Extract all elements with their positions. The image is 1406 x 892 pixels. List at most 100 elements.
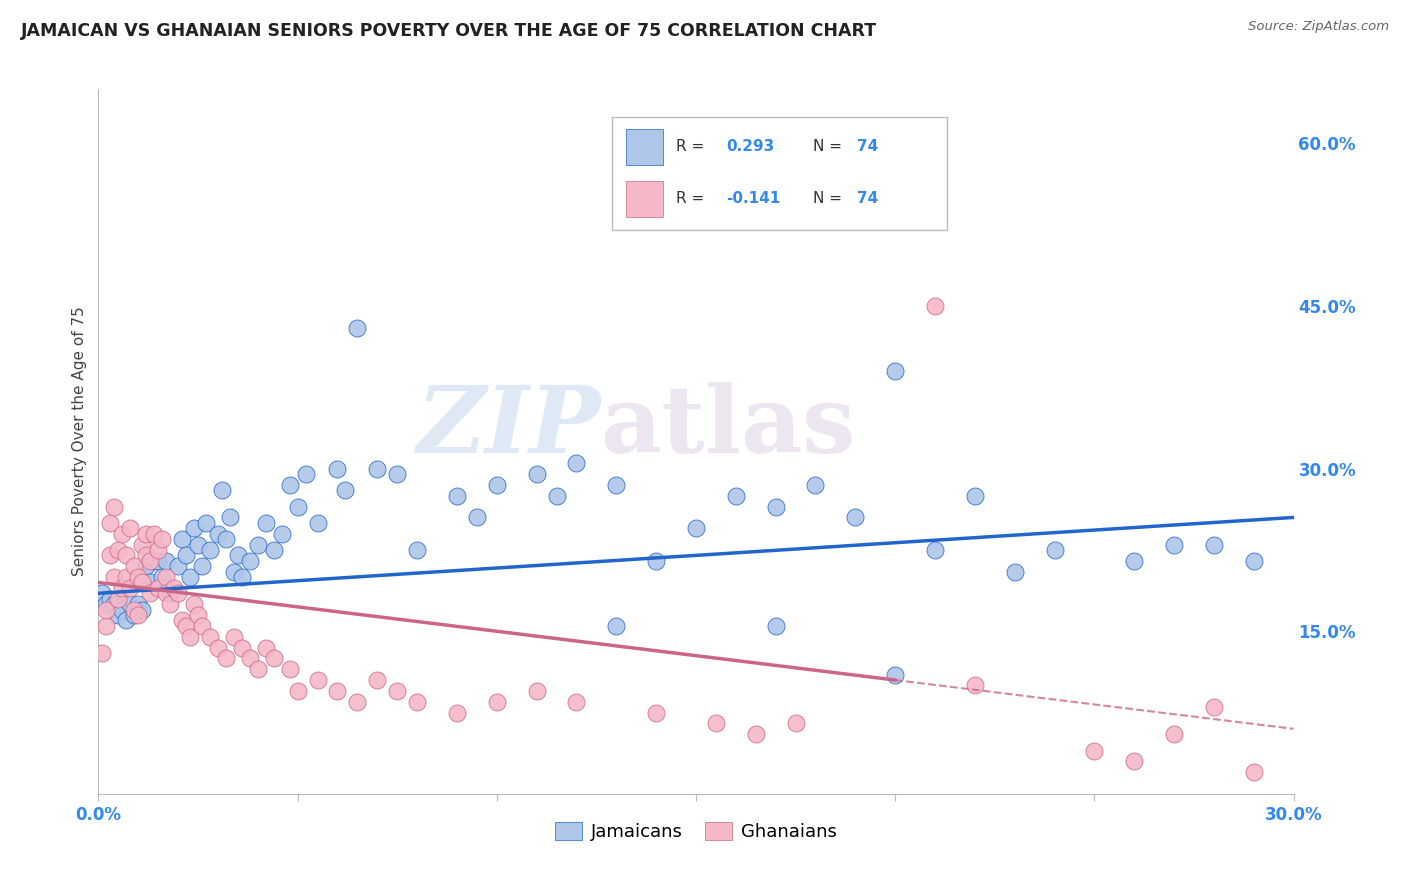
Point [546, 489, 568, 503]
Point [605, 619, 627, 633]
Point [172, 532, 194, 546]
Point [326, 461, 349, 475]
Point [287, 684, 309, 698]
Point [150, 570, 173, 584]
Point [143, 526, 166, 541]
Point [1083, 743, 1105, 757]
Legend: Jamaicans, Ghanaians: Jamaicans, Ghanaians [548, 814, 844, 848]
Point [207, 640, 229, 655]
Point [167, 559, 190, 574]
Point [765, 619, 787, 633]
Point [963, 489, 986, 503]
Point [254, 640, 277, 655]
Point [139, 575, 162, 590]
Point [884, 667, 907, 681]
Point [148, 581, 170, 595]
Point [155, 570, 177, 584]
Point [1243, 765, 1265, 780]
Point [131, 537, 153, 551]
Point [406, 543, 429, 558]
Point [159, 597, 181, 611]
Point [724, 489, 747, 503]
Point [924, 299, 946, 313]
Point [239, 554, 262, 568]
Point [179, 630, 201, 644]
Point [844, 510, 866, 524]
Point [804, 478, 827, 492]
Point [120, 581, 142, 595]
Point [115, 570, 138, 584]
Point [172, 614, 194, 628]
Point [107, 607, 129, 622]
Point [844, 185, 866, 199]
Point [326, 684, 349, 698]
Point [163, 581, 186, 595]
Point [278, 662, 301, 676]
Point [1202, 537, 1225, 551]
Point [270, 526, 292, 541]
Point [174, 619, 197, 633]
Point [465, 510, 488, 524]
Point [346, 320, 368, 334]
Point [884, 364, 907, 378]
Point [211, 483, 233, 498]
Point [287, 500, 309, 514]
Point [215, 651, 238, 665]
Point [124, 602, 146, 616]
Point [485, 695, 508, 709]
Point [135, 559, 157, 574]
Point [924, 543, 946, 558]
Point [148, 543, 170, 558]
Point [91, 646, 114, 660]
Point [1163, 727, 1185, 741]
Point [195, 516, 218, 530]
Point [294, 467, 316, 481]
Point [565, 695, 588, 709]
Point [215, 532, 238, 546]
Point [307, 673, 329, 687]
Point [98, 516, 122, 530]
Point [111, 526, 134, 541]
Point [366, 461, 388, 475]
Point [183, 521, 205, 535]
Point [187, 537, 209, 551]
Point [127, 597, 149, 611]
Point [115, 614, 138, 628]
Point [1123, 755, 1146, 769]
Point [103, 597, 125, 611]
Text: Source: ZipAtlas.com: Source: ZipAtlas.com [1249, 20, 1389, 33]
Point [231, 640, 253, 655]
Point [135, 526, 157, 541]
Point [148, 554, 170, 568]
Point [239, 651, 262, 665]
Point [198, 543, 221, 558]
Point [96, 597, 118, 611]
Point [143, 554, 166, 568]
Point [139, 586, 162, 600]
Point [263, 543, 285, 558]
Point [179, 570, 201, 584]
Point [174, 549, 197, 563]
Point [685, 521, 707, 535]
Point [1202, 700, 1225, 714]
Point [222, 630, 245, 644]
Point [187, 607, 209, 622]
Point [246, 662, 269, 676]
Point [111, 602, 134, 616]
Point [120, 597, 142, 611]
Point [183, 597, 205, 611]
Point [765, 500, 787, 514]
Point [103, 500, 125, 514]
Point [127, 607, 149, 622]
Point [307, 516, 329, 530]
Point [1123, 554, 1146, 568]
Point [526, 467, 548, 481]
Point [207, 526, 229, 541]
Y-axis label: Seniors Poverty Over the Age of 75: Seniors Poverty Over the Age of 75 [72, 307, 87, 576]
Text: JAMAICAN VS GHANAIAN SENIORS POVERTY OVER THE AGE OF 75 CORRELATION CHART: JAMAICAN VS GHANAIAN SENIORS POVERTY OVE… [21, 22, 877, 40]
Point [219, 510, 242, 524]
Point [366, 673, 388, 687]
Point [645, 706, 668, 720]
Point [226, 549, 249, 563]
Text: ZIP: ZIP [416, 383, 600, 473]
